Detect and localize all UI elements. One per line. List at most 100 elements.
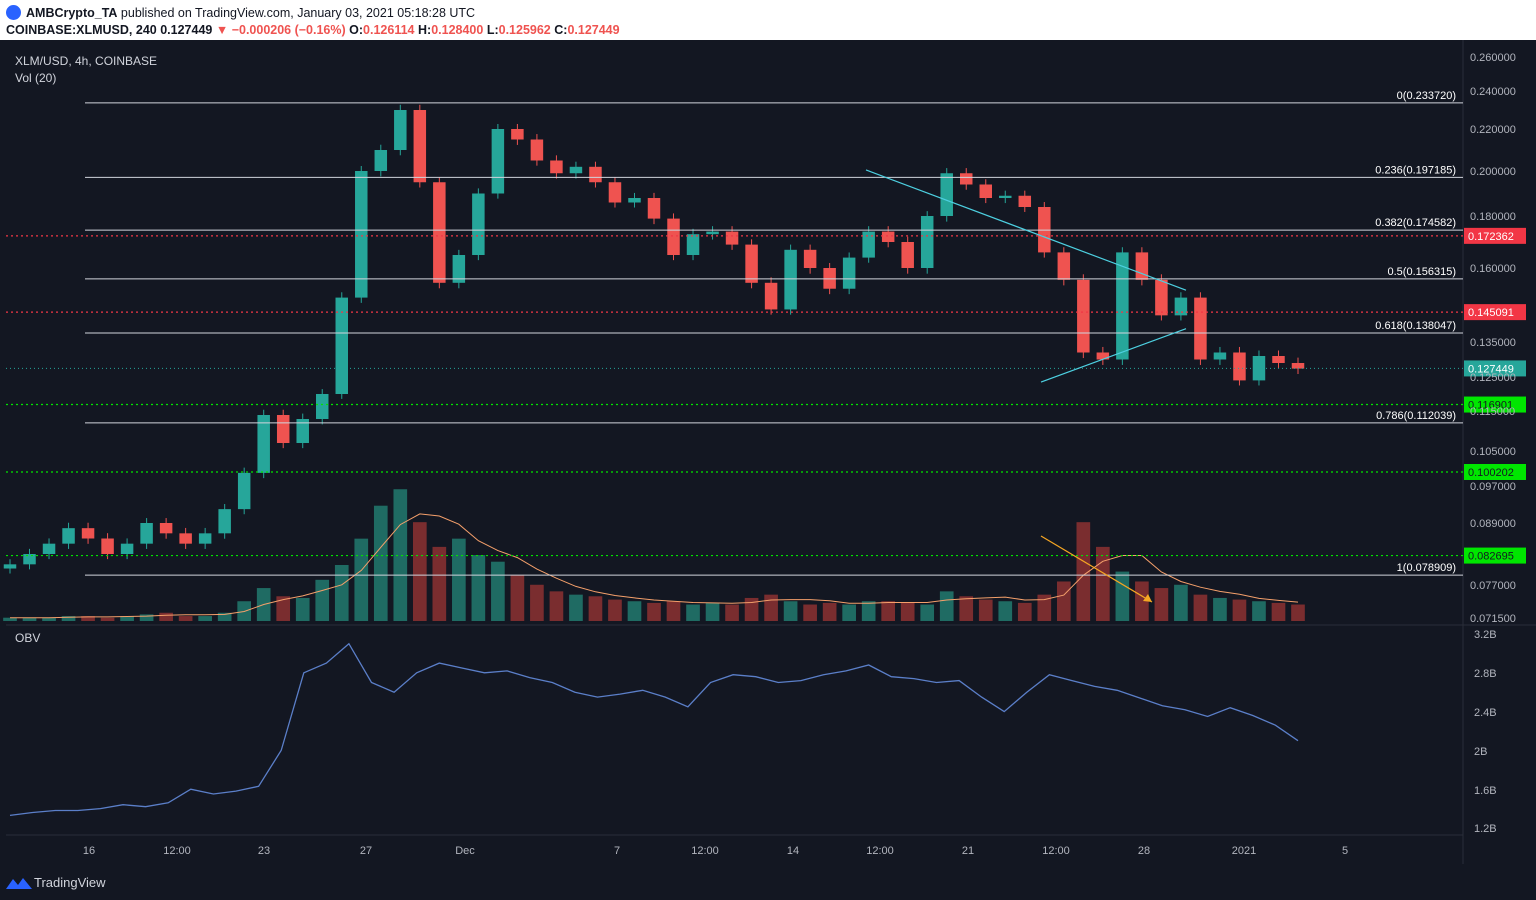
volume-bar: [334, 565, 349, 621]
volume-bar: [998, 601, 1013, 621]
volume-bar: [42, 617, 56, 621]
chart-title: XLM/USD, 4h, COINBASE: [15, 54, 157, 68]
volume-bar: [315, 579, 330, 621]
tradingview-logo-icon[interactable]: [6, 875, 32, 891]
candle-body: [394, 110, 407, 150]
volume-bar: [803, 604, 817, 621]
candle-body: [179, 533, 192, 544]
candle-body: [1018, 195, 1032, 207]
candle-body: [452, 255, 466, 283]
axis-layer: 0.260000 0.240000 0.220000 0.200000 0.180000…: [83, 52, 1516, 857]
obv-layer: [9, 642, 1299, 817]
fib-level-label: 0.5(0.156315): [1388, 266, 1457, 278]
price-change: ▼ −0.000206 (−0.16%): [215, 23, 346, 37]
price-tick-label: 0.105000: [1470, 446, 1516, 458]
volume-bar: [217, 612, 232, 621]
volume-bar: [920, 604, 935, 621]
close-label: C:: [554, 23, 568, 37]
triangle-upper-line: [865, 169, 1187, 291]
volume-bar: [939, 591, 954, 621]
volume-bar: [1056, 581, 1071, 621]
volume-bar: [393, 489, 408, 621]
close-value: 0.127449: [567, 23, 620, 37]
candle-body: [62, 528, 75, 544]
high-value: 0.128400: [431, 23, 484, 37]
volume-bar: [588, 596, 603, 621]
level-axis-label: 0.082695: [1468, 551, 1514, 563]
symbol-label: COINBASE:XLMUSD, 240: [6, 23, 157, 37]
volume-bar: [22, 617, 37, 621]
candle-body: [589, 166, 602, 183]
grid-layer: [6, 40, 1536, 864]
level-axis-tag: [1464, 463, 1526, 480]
candle-body: [81, 528, 95, 539]
volume-bar: [100, 617, 115, 621]
time-tick-label: 16: [83, 845, 95, 857]
price-tick-label: 0.135000: [1470, 337, 1516, 349]
price-tick-label: 0.097000: [1470, 481, 1516, 493]
candle-body: [159, 523, 173, 534]
candle-body: [1096, 352, 1110, 360]
time-tick-label: 2021: [1232, 845, 1256, 857]
time-tick-label: 12:00: [1042, 845, 1070, 857]
candle-body: [745, 244, 758, 283]
candle-body: [23, 554, 36, 565]
candle-body: [569, 166, 583, 174]
low-label: L:: [486, 23, 499, 37]
volume-bar: [3, 617, 17, 621]
last-price-label: 0.127449: [1468, 363, 1514, 375]
level-axis-tag: [1464, 304, 1526, 321]
low-value: 0.125962: [498, 23, 551, 37]
level-axis-label: 0.145091: [1468, 307, 1514, 319]
footer: TradingView: [0, 864, 1536, 900]
last-price-tag: [1464, 360, 1526, 377]
volume-bar: [1154, 588, 1169, 621]
tradingview-logo-text[interactable]: TradingView: [34, 875, 106, 890]
time-tick-label: 7: [614, 845, 620, 857]
price-tick-label: 0.240000: [1470, 86, 1516, 98]
candle-body: [940, 173, 953, 216]
candle-body: [1213, 352, 1227, 360]
volume-bar: [1193, 594, 1208, 621]
candle-body: [862, 231, 875, 258]
publish-header: AMBCrypto_TA published on TradingView.co…: [0, 0, 1536, 40]
level-axis-tag: [1464, 227, 1526, 244]
candle-body: [901, 242, 914, 268]
time-tick-label: 12:00: [866, 845, 894, 857]
obv-tick-label: 2.8B: [1474, 668, 1497, 680]
candle-body: [237, 472, 251, 510]
publisher-name[interactable]: AMBCrypto_TA: [26, 6, 118, 20]
volume-bar: [61, 616, 76, 621]
candle-body: [296, 419, 309, 443]
candle-body: [1272, 356, 1285, 363]
candle-body: [784, 249, 797, 310]
price-tick-label: 0.071500: [1470, 613, 1516, 625]
volume-bar: [842, 604, 856, 621]
candle-body: [198, 533, 212, 544]
volume-bar: [432, 546, 447, 621]
candle-body: [842, 257, 856, 289]
volume-bar: [412, 522, 427, 621]
last-price: 0.127449: [160, 23, 213, 37]
candle-body: [257, 415, 270, 473]
volume-bar: [705, 602, 720, 621]
obv-line: [9, 642, 1299, 817]
candle-body: [218, 509, 231, 534]
volume-bar: [452, 538, 466, 621]
volume-bar: [295, 597, 310, 621]
fib-level-label: 1(0.078909): [1397, 562, 1456, 574]
candle-body: [491, 129, 505, 194]
volume-bar: [744, 597, 759, 621]
volume-bar: [471, 555, 486, 621]
volume-bar: [881, 601, 896, 621]
volume-bar: [725, 604, 739, 621]
author-avatar[interactable]: [6, 5, 21, 20]
volume-bar: [139, 614, 154, 621]
price-chart[interactable]: 0(0.233720) 0.236(0.197185) 0.382(0.174582…: [0, 40, 1536, 864]
publish-line: AMBCrypto_TA published on TradingView.co…: [26, 6, 475, 20]
volume-layer: [3, 489, 1305, 621]
candle-body: [335, 297, 349, 394]
volume-bar: [1232, 599, 1247, 621]
level-axis-tag: [1464, 547, 1526, 564]
volume-trend-arrow: [1040, 535, 1153, 603]
